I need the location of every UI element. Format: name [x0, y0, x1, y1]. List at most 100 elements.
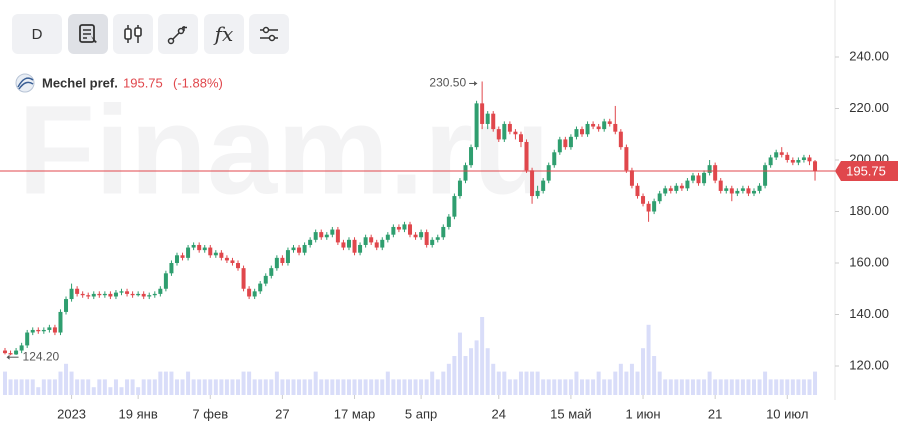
- candle-body: [546, 165, 551, 181]
- volume-bar: [152, 379, 157, 395]
- candle-body: [580, 129, 585, 135]
- indicators-button[interactable]: fx: [204, 14, 244, 54]
- candle-body: [341, 242, 346, 248]
- candle-body: [363, 237, 368, 245]
- volume-bar: [230, 379, 235, 395]
- volume-bar: [391, 379, 396, 395]
- candle-body: [213, 252, 218, 256]
- settings-button[interactable]: [249, 14, 289, 54]
- volume-bar: [69, 371, 74, 395]
- volume-bar: [618, 363, 623, 395]
- candle-body: [408, 224, 413, 235]
- volume-bar: [702, 379, 707, 395]
- candle-body: [285, 250, 290, 264]
- candle-body: [374, 242, 379, 248]
- volume-bar: [785, 379, 790, 395]
- candle-body: [729, 188, 734, 194]
- candle-body: [663, 188, 668, 194]
- candle-body: [258, 283, 263, 292]
- chart-type-button[interactable]: [113, 14, 153, 54]
- volume-bar: [563, 379, 568, 395]
- candle-body: [352, 239, 357, 253]
- volume-bar: [796, 379, 801, 395]
- volume-bar: [513, 379, 518, 395]
- candle-body: [197, 244, 202, 251]
- volume-bar: [52, 379, 57, 395]
- candle-body: [685, 180, 690, 189]
- interval-button[interactable]: D: [12, 14, 62, 54]
- candle-body: [69, 288, 74, 300]
- candle-body: [496, 129, 501, 140]
- candle-body: [557, 139, 562, 153]
- volume-bar: [396, 379, 401, 395]
- volume-bar: [335, 379, 340, 395]
- candle-body: [602, 121, 607, 130]
- candle-body: [202, 247, 207, 251]
- volume-bar: [180, 379, 185, 395]
- candle-body: [369, 237, 374, 243]
- volume-bar: [19, 379, 24, 395]
- candle-body: [330, 229, 335, 235]
- annotation-label: 230.50: [429, 76, 466, 90]
- volume-bar: [86, 379, 91, 395]
- candle-body: [757, 185, 762, 191]
- candle-body: [469, 147, 474, 166]
- volume-bar: [358, 379, 363, 395]
- volume-bar: [341, 379, 346, 395]
- candle-body: [47, 327, 52, 330]
- volume-bar: [435, 379, 440, 395]
- volume-bar: [729, 379, 734, 395]
- candle-body: [380, 239, 385, 248]
- volume-bar: [607, 379, 612, 395]
- candle-body: [136, 293, 141, 296]
- volume-bar: [685, 379, 690, 395]
- candle-body: [618, 131, 623, 148]
- volume-bar: [408, 379, 413, 395]
- candle-body: [674, 185, 679, 191]
- candle-body: [535, 190, 540, 197]
- x-tick-label: 27: [275, 406, 289, 421]
- candle-body: [513, 131, 518, 135]
- volume-bar: [591, 379, 596, 395]
- candle-body: [324, 234, 329, 238]
- volume-bar: [352, 379, 357, 395]
- volume-bar: [64, 363, 69, 395]
- candle-body: [297, 247, 302, 253]
- volume-bar: [330, 379, 335, 395]
- volume-bar: [136, 387, 141, 395]
- volume-bar: [502, 371, 507, 395]
- volume-bar: [518, 371, 523, 395]
- volume-bar: [224, 379, 229, 395]
- candle-body: [641, 196, 646, 204]
- candle-body: [119, 291, 124, 293]
- volume-bar: [524, 371, 529, 395]
- candle-body: [768, 157, 773, 166]
- notes-button[interactable]: [68, 14, 108, 54]
- volume-bar: [596, 371, 601, 395]
- candle-body: [441, 226, 446, 238]
- volume-bar: [801, 379, 806, 395]
- candle-body: [169, 263, 174, 274]
- candle-body: [52, 327, 57, 333]
- volume-bar: [768, 379, 773, 395]
- candle-body: [502, 123, 507, 140]
- volume-bar: [130, 379, 135, 395]
- volume-bar: [452, 356, 457, 395]
- candle-body: [252, 291, 257, 297]
- draw-button[interactable]: [158, 14, 198, 54]
- watermark: Finam.ru: [18, 79, 550, 220]
- candle-body: [607, 121, 612, 124]
- volume-bar: [208, 379, 213, 395]
- volume-bar: [480, 317, 485, 395]
- candle-body: [530, 170, 535, 197]
- volume-bar: [302, 379, 307, 395]
- candle-body: [313, 232, 318, 240]
- y-tick-label: 160.00: [849, 254, 889, 269]
- volume-bar: [735, 379, 740, 395]
- volume-bar: [718, 379, 723, 395]
- volume-bar: [474, 340, 479, 395]
- volume-bar: [507, 379, 512, 395]
- candle-body: [385, 234, 390, 240]
